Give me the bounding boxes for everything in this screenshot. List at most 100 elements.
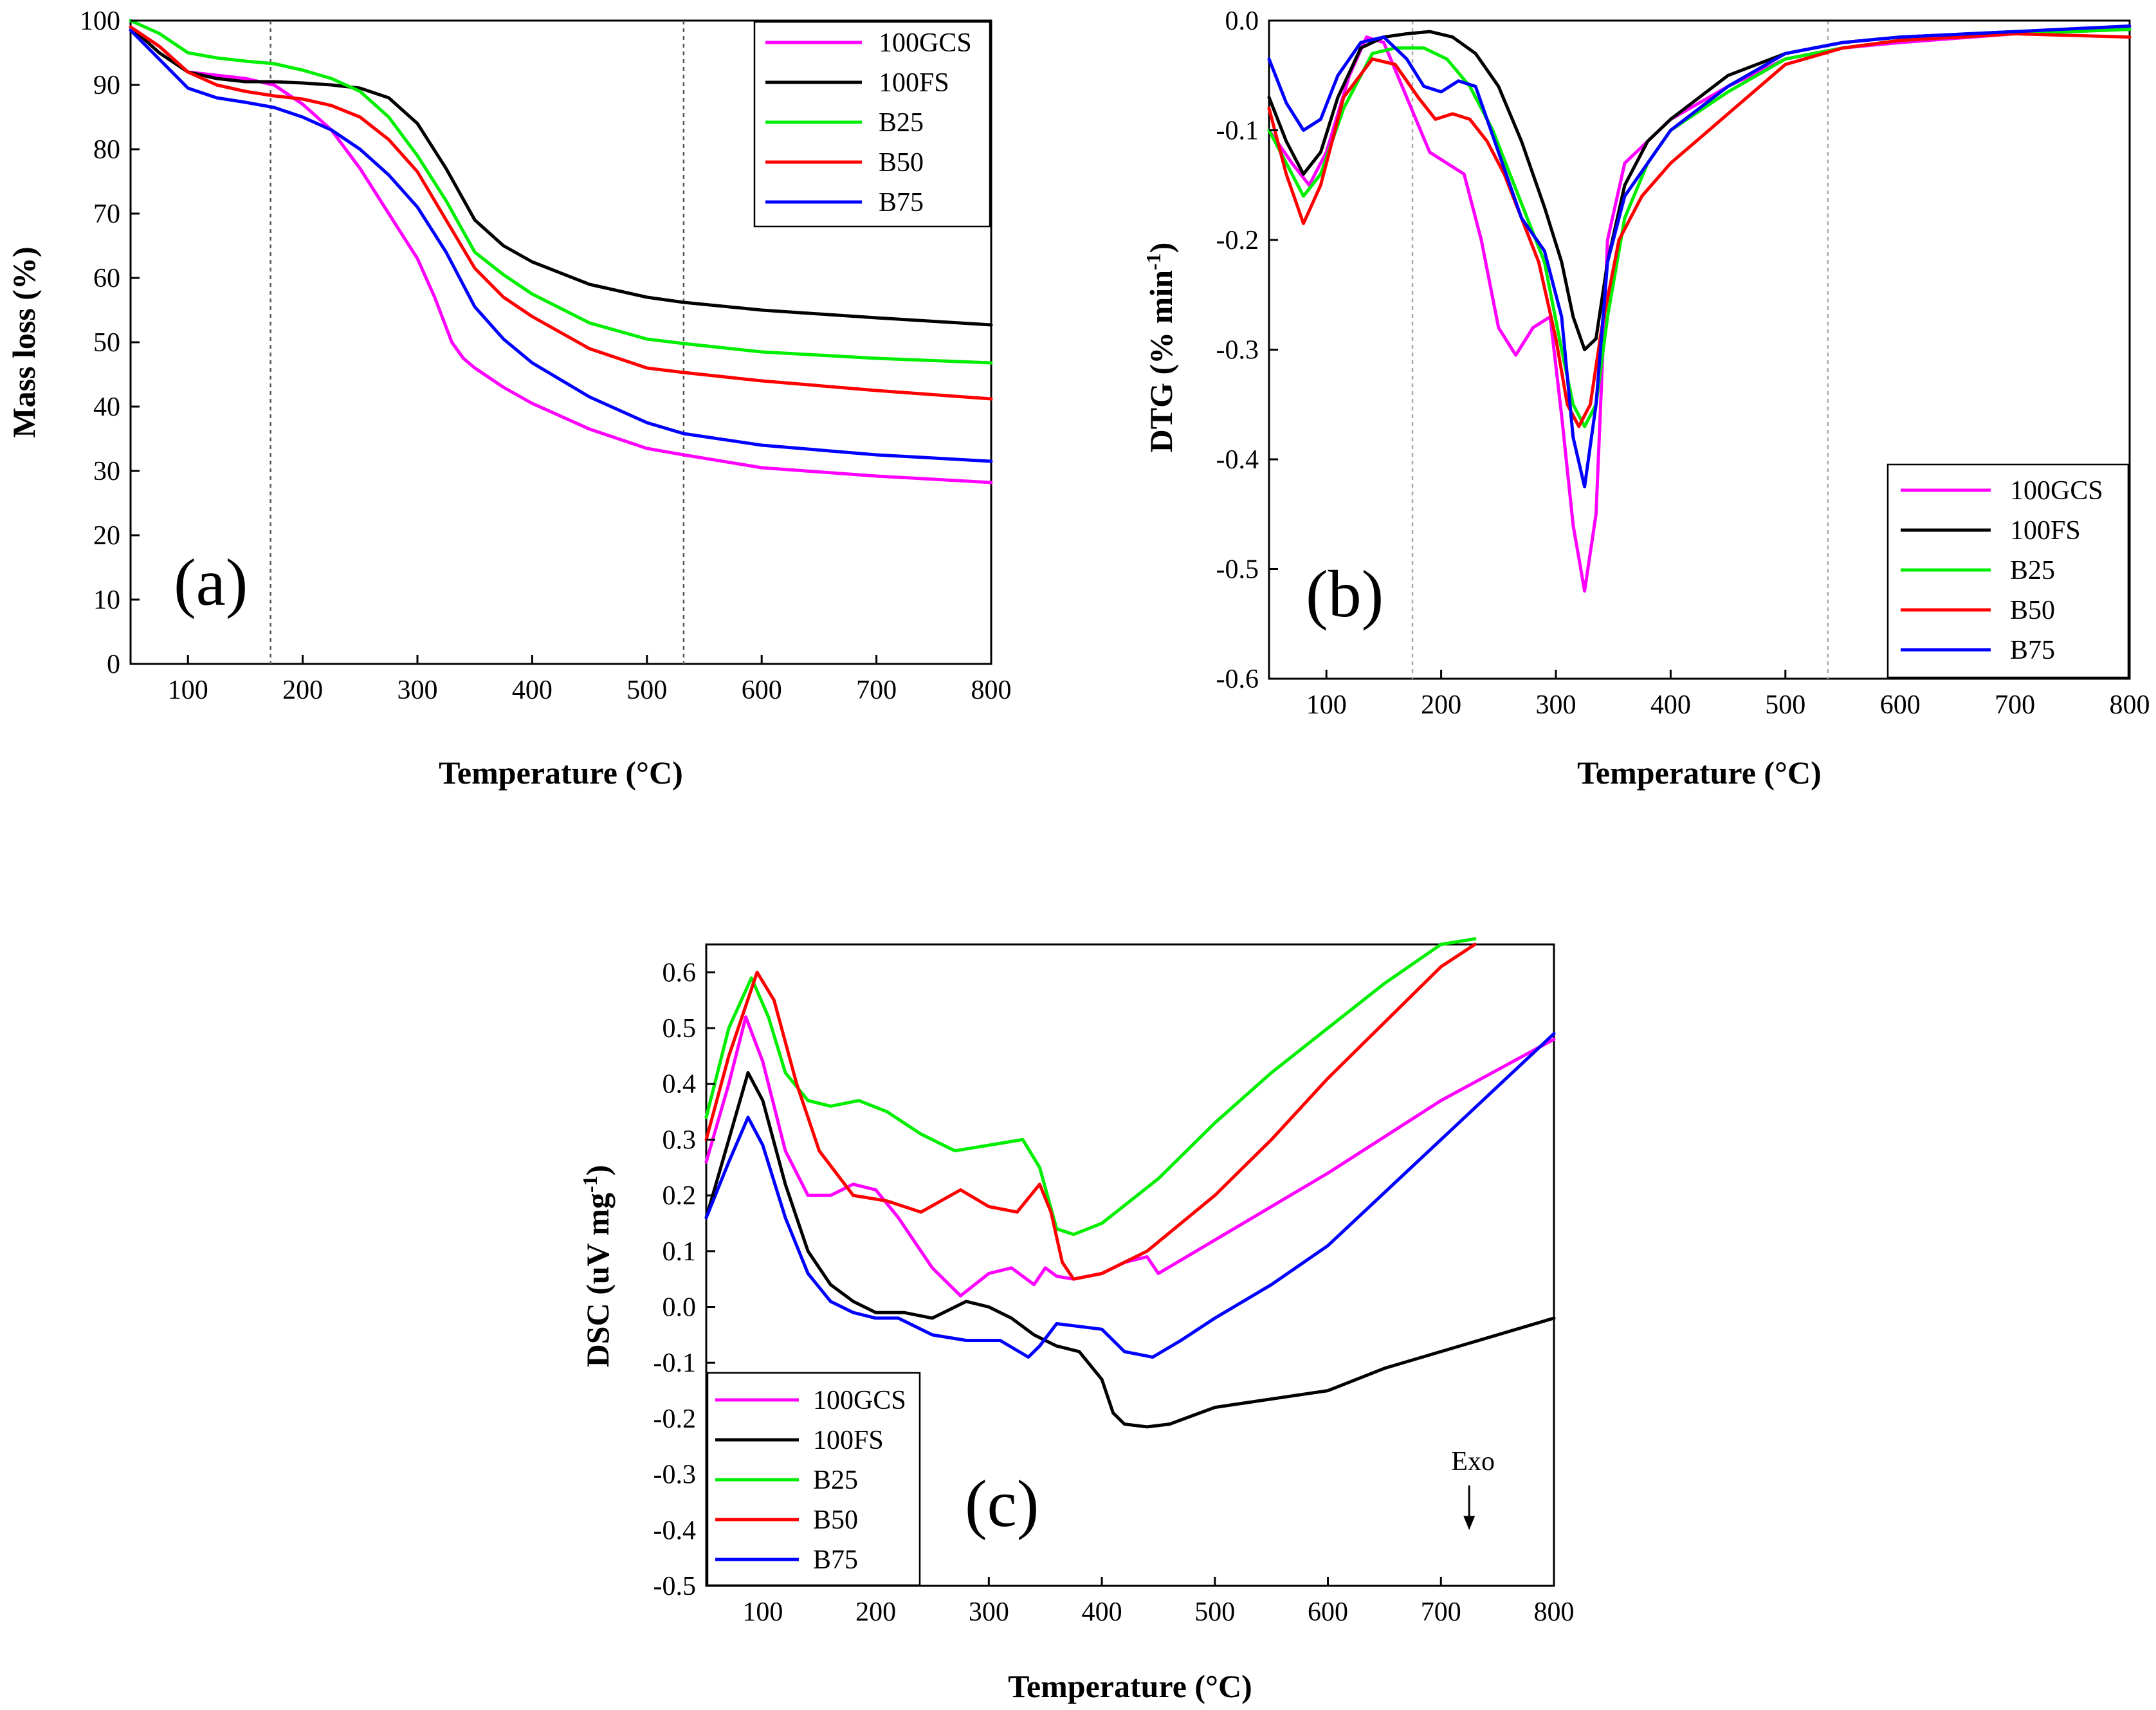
panel-a-y-tick-label-50: 50 — [93, 328, 120, 358]
panel-b-y-axis-label-end: ) — [1143, 243, 1179, 253]
panel-a-legend-label-b50: B50 — [879, 148, 924, 178]
panel-c-y-tick-label-0.3: 0.3 — [662, 1125, 697, 1155]
panel-c-legend-label-100fs: 100FS — [813, 1426, 884, 1455]
panel-b-y-tick-label-0.0: 0.0 — [1225, 6, 1259, 36]
panel-c-exo-annotation: Exo — [1451, 1447, 1495, 1531]
panel-a-x-tick-label-500: 500 — [626, 676, 667, 705]
panel-b-series — [1267, 24, 2132, 593]
panel-c-y-tick-label--0.5: -0.5 — [653, 1572, 697, 1601]
panel-a-x-tick-label-400: 400 — [512, 676, 553, 705]
panel-c-y-tick-label--0.2: -0.2 — [653, 1404, 697, 1434]
panel-c-legend-label-b25: B25 — [813, 1466, 858, 1495]
panel-a-y-tick-label-0: 0 — [107, 650, 120, 679]
panel-c-series-b50-line — [704, 942, 1477, 1281]
panel-b-y-tick-label--0.1: -0.1 — [1216, 116, 1259, 146]
panel-b-x-tick-label-100: 100 — [1306, 690, 1347, 720]
panel-b-series-b25-line — [1267, 28, 2132, 428]
panel-c-exo-arrow-head — [1463, 1516, 1475, 1531]
panel-b-x-tick-label-200: 200 — [1421, 690, 1461, 720]
panel-c-x-tick-label-500: 500 — [1194, 1597, 1235, 1627]
panel-a-legend-box — [753, 21, 991, 228]
panel-c-series-100fs-line — [704, 1071, 1556, 1429]
panel-a-y-tick-label-70: 70 — [93, 199, 120, 229]
panel-b-x-tick-label-400: 400 — [1650, 690, 1691, 720]
panel-c-y-tick-label--0.4: -0.4 — [653, 1516, 697, 1545]
panel-b-series-b75-line — [1267, 24, 2132, 489]
panel-b-legend-label-b50: B50 — [2010, 596, 2055, 625]
panel-c-series-b75-line — [704, 1032, 1556, 1359]
panel-a-x-tick-label-200: 200 — [282, 676, 323, 705]
panel-a-series — [129, 19, 993, 484]
panel-b-legend-label-100gcs: 100GCS — [2010, 476, 2103, 506]
panel-c-series-100gcs-line — [704, 1015, 1556, 1298]
panel-a-x-tick-label-600: 600 — [742, 676, 782, 705]
panel-a-x-tick-label-700: 700 — [856, 676, 897, 705]
panel-c-y-axis-label-superscript: -1 — [578, 1175, 601, 1193]
panel-c-x-tick-label-400: 400 — [1082, 1597, 1122, 1627]
panel-b-x-axis-label: Temperature (°C) — [1577, 755, 1822, 791]
panel-c-legend-label-b75: B75 — [813, 1545, 858, 1575]
panel-b-legend-label-100fs: 100FS — [2010, 516, 2081, 546]
panel-c-y-axis-label-end: ) — [580, 1165, 616, 1176]
panel-c-legend-label-100gcs: 100GCS — [813, 1386, 906, 1415]
panel-c-legend-label-b50: B50 — [813, 1505, 858, 1535]
panel-c-y-tick-label-0.2: 0.2 — [662, 1181, 697, 1211]
panel-c-x-tick-label-800: 800 — [1534, 1597, 1575, 1627]
panel-a-legend-items: 100GCS 100FS B25 B50 B75 — [765, 28, 972, 217]
panel-b-y-tick-label--0.2: -0.2 — [1216, 226, 1259, 255]
panel-a-mass-loss: 100 200 300 400 500 600 700 800 0 10 20 30 40 50 60 70… — [6, 6, 1012, 791]
panel-c-x-tick-label-100: 100 — [742, 1597, 783, 1627]
panel-c-x-tick-label-700: 700 — [1421, 1597, 1461, 1627]
panel-c-series — [704, 937, 1556, 1429]
panel-b-y-tick-label--0.4: -0.4 — [1216, 445, 1259, 475]
panel-a-y-tick-label-60: 60 — [93, 264, 120, 293]
panel-a-y-tick-label-40: 40 — [93, 392, 120, 422]
panel-b-x-tick-label-500: 500 — [1765, 690, 1805, 720]
panel-c-y-tick-label--0.3: -0.3 — [653, 1460, 697, 1490]
panel-a-legend-label-b75: B75 — [879, 188, 924, 217]
panel-b-series-100fs-line — [1267, 28, 2132, 351]
panel-a-y-ticks: 0 10 20 30 40 50 60 70 80 90 100 — [80, 6, 140, 679]
panel-a-x-axis-label: Temperature (°C) — [439, 755, 683, 791]
panel-c-label: (c) — [965, 1467, 1039, 1541]
panel-a-x-tick-label-300: 300 — [397, 676, 438, 705]
panel-a-y-axis-label: Mass loss (%) — [6, 246, 42, 437]
panel-c-plot-frame — [705, 943, 1555, 1587]
panel-c-legend: 100GCS 100FS B25 B50 B75 — [706, 1372, 921, 1586]
panel-a-x-tick-label-800: 800 — [971, 676, 1012, 705]
panel-b-y-tick-label--0.5: -0.5 — [1216, 555, 1259, 585]
panel-a-y-tick-label-100: 100 — [80, 6, 120, 36]
panel-c-y-tick-label-0.5: 0.5 — [662, 1014, 697, 1043]
panel-c-x-tick-label-200: 200 — [855, 1597, 896, 1627]
panel-a-guide-lines — [270, 21, 685, 664]
panel-c-y-tick-label-0.6: 0.6 — [662, 958, 697, 988]
panel-b-y-axis-label: DTG (% min-1) — [1142, 243, 1179, 453]
panel-c-y-ticks: 0.6 0.5 0.4 0.3 0.2 0.1 0.0 -0.1 -0.2 -0.3 -0.4 -0.… — [653, 958, 715, 1601]
panel-c-legend-items: 100GCS 100FS B25 B50 B75 — [715, 1386, 906, 1575]
panel-a-y-tick-label-10: 10 — [93, 585, 120, 615]
panel-a-legend: 100GCS 100FS B25 B50 B75 — [753, 21, 991, 228]
panel-a-y-tick-label-30: 30 — [93, 457, 120, 486]
panel-b-y-axis-label-main: DTG (% min — [1143, 270, 1179, 453]
panel-c-exo-label: Exo — [1451, 1447, 1495, 1476]
panel-b-guide-lines — [1269, 19, 2130, 679]
panel-a-series-b50-line — [129, 25, 993, 401]
panel-c-dsc: 100 200 300 400 500 600 700 800 0.6 0.5 0.4 0.3 0.2… — [578, 937, 1575, 1704]
panel-c-y-axis-label-main: DSC (uV mg — [580, 1193, 616, 1367]
panel-b-x-tick-label-600: 600 — [1880, 690, 1921, 720]
panel-b-legend-label-b75: B75 — [2010, 636, 2055, 665]
panel-b-y-ticks: 0.0 -0.1 -0.2 -0.3 -0.4 -0.5 -0.6 — [1216, 6, 1278, 694]
panel-c-x-ticks: 100 200 300 400 500 600 700 800 — [742, 1577, 1575, 1627]
panel-b-series-b50-line — [1267, 32, 2132, 428]
panel-b-dtg: 100 200 300 400 500 600 700 800 0.0 -0.1 -0.2 -0.3… — [1142, 6, 2150, 791]
panel-b-legend-items: 100GCS 100FS B25 B50 B75 — [1901, 476, 2103, 665]
panel-b-x-tick-label-300: 300 — [1536, 690, 1576, 720]
panel-a-legend-label-100fs: 100FS — [879, 68, 949, 98]
panel-b-y-tick-label--0.6: -0.6 — [1216, 665, 1259, 694]
panel-b-label: (b) — [1306, 557, 1384, 631]
panel-a-legend-label-b25: B25 — [879, 108, 924, 138]
panel-c-x-axis-label: Temperature (°C) — [1008, 1668, 1252, 1704]
panel-a-series-100fs-line — [129, 25, 993, 327]
